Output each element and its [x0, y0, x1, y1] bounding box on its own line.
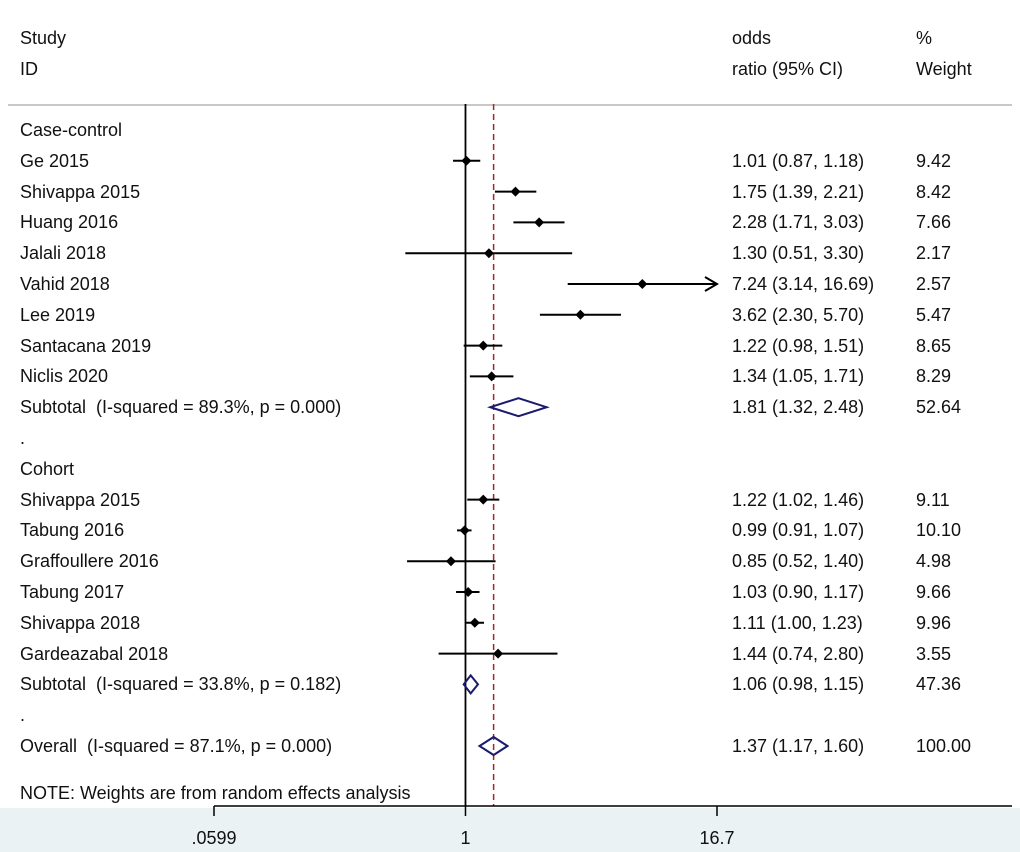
- row-label: Vahid 2018: [20, 274, 110, 294]
- row-label: Subtotal (I-squared = 33.8%, p = 0.182): [20, 674, 342, 695]
- weight-text: 9.66: [916, 582, 952, 602]
- weight-text: 52.64: [916, 397, 962, 418]
- ci-text: 1.37 (1.17, 1.60): [732, 736, 865, 756]
- weight-text: 9.96: [916, 612, 952, 633]
- point-estimate: [575, 309, 586, 320]
- row-label: Graffoullere 2016: [20, 551, 159, 572]
- header-weight: Weight: [916, 59, 972, 79]
- row-label: Shivappa 2015: [20, 489, 141, 510]
- weight-text: 47.36: [916, 674, 962, 695]
- weight-text: 4.98: [916, 551, 952, 572]
- ci-text: 1.75 (1.39, 2.21): [732, 181, 865, 202]
- x-tick-label: 1: [460, 828, 471, 848]
- ci-text: 1.01 (0.87, 1.18): [732, 150, 865, 171]
- ci-text: 1.44 (0.74, 2.80): [732, 643, 865, 664]
- point-estimate: [463, 587, 474, 597]
- point-estimate: [459, 525, 470, 536]
- weights-note: NOTE: Weights are from random effects an…: [20, 783, 411, 803]
- weight-text: 7.66: [916, 212, 952, 233]
- row-label: Shivappa 2018: [20, 612, 141, 633]
- weight-text: 100.00: [916, 736, 972, 756]
- point-estimate: [461, 155, 472, 166]
- row-label: Tabung 2017: [20, 582, 125, 602]
- row-label: Huang 2016: [20, 212, 119, 233]
- point-estimate: [510, 186, 521, 197]
- ci-text: 0.85 (0.52, 1.40): [732, 551, 865, 572]
- weight-text: 9.42: [916, 150, 952, 171]
- overall-diamond: [477, 735, 510, 757]
- row-label: Niclis 2020: [20, 366, 109, 387]
- ci-text: 1.81 (1.32, 2.48): [732, 397, 865, 418]
- header-study: Study: [20, 28, 67, 48]
- weight-text: 8.65: [916, 335, 952, 356]
- point-estimate: [469, 617, 480, 628]
- point-estimate: [637, 279, 648, 289]
- axis-band: [0, 808, 1020, 852]
- spacer-dot: .: [20, 428, 26, 448]
- ci-text: 0.99 (0.91, 1.07): [732, 520, 865, 541]
- header-ratio-ci: ratio (95% CI): [732, 59, 844, 79]
- weight-text: 9.11: [916, 489, 950, 510]
- x-tick-label: 16.7: [699, 828, 735, 848]
- ci-text: 3.62 (2.30, 5.70): [732, 304, 865, 325]
- header-percent: %: [916, 28, 933, 48]
- point-estimate: [486, 371, 497, 382]
- ci-text: 1.22 (1.02, 1.46): [732, 489, 865, 510]
- point-estimate: [445, 556, 456, 567]
- group-label: Cohort: [20, 458, 75, 479]
- ci-text: 2.28 (1.71, 3.03): [732, 212, 865, 233]
- ci-text: 7.24 (3.14, 16.69): [732, 274, 875, 294]
- row-label: Tabung 2016: [20, 520, 125, 541]
- ci-text: 1.06 (0.98, 1.15): [732, 674, 865, 695]
- subtotal-diamond: [486, 397, 550, 418]
- row-label: Gardeazabal 2018: [20, 643, 169, 664]
- weight-text: 10.10: [916, 520, 962, 541]
- weight-text: 2.17: [916, 243, 952, 264]
- ci-text: 1.34 (1.05, 1.71): [732, 366, 865, 387]
- x-tick-label: .0599: [191, 828, 237, 848]
- group-label: Case-control: [20, 120, 123, 140]
- row-label: Subtotal (I-squared = 89.3%, p = 0.000): [20, 397, 342, 418]
- weight-text: 8.42: [916, 181, 952, 202]
- ci-arrow: [704, 276, 719, 292]
- row-label: Ge 2015: [20, 150, 90, 171]
- weight-text: 2.57: [916, 274, 952, 294]
- point-estimate: [478, 494, 489, 505]
- row-label: Shivappa 2015: [20, 181, 141, 202]
- row-label: Jalali 2018: [20, 243, 107, 264]
- subtotal-diamond: [462, 673, 480, 696]
- weight-text: 8.29: [916, 366, 952, 387]
- ci-text: 1.30 (0.51, 3.30): [732, 243, 865, 264]
- header-id: ID: [20, 59, 38, 79]
- ci-text: 1.03 (0.90, 1.17): [732, 582, 865, 602]
- row-label: Lee 2019: [20, 304, 96, 325]
- ci-text: 1.22 (0.98, 1.51): [732, 335, 865, 356]
- row-label: Santacana 2019: [20, 335, 152, 356]
- spacer-dot: .: [20, 705, 26, 726]
- point-estimate: [478, 340, 489, 351]
- point-estimate: [493, 648, 504, 659]
- header-odds: odds: [732, 28, 772, 48]
- weight-text: 3.55: [916, 643, 952, 664]
- ci-text: 1.11 (1.00, 1.23): [732, 612, 863, 633]
- weight-text: 5.47: [916, 304, 952, 325]
- point-estimate: [483, 248, 494, 259]
- row-label: Overall (I-squared = 87.1%, p = 0.000): [20, 736, 333, 756]
- point-estimate: [534, 217, 545, 228]
